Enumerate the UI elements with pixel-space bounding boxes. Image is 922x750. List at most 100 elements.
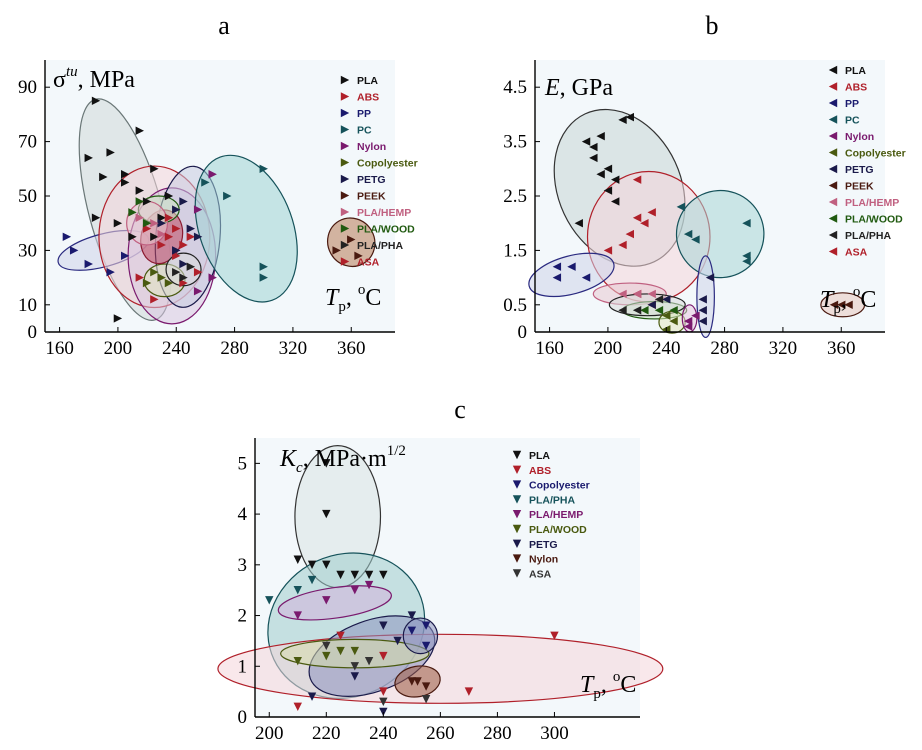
- legend-label: PLA/WOOD: [845, 214, 903, 226]
- legend-label: PEEK: [357, 191, 386, 203]
- data-point: [179, 259, 188, 269]
- legend-label: PEEK: [845, 181, 874, 193]
- x-tick-label: 360: [827, 338, 856, 359]
- data-point: [683, 229, 693, 239]
- x-tick-label: 280: [483, 723, 512, 744]
- data-point: [589, 153, 598, 163]
- data-point: [581, 137, 591, 146]
- data-point: [322, 651, 331, 661]
- data-point: [464, 687, 474, 696]
- legend-marker: [512, 465, 522, 474]
- legend-marker: [828, 214, 838, 223]
- data-point: [742, 257, 751, 266]
- data-point: [150, 295, 159, 304]
- legend-label: PLA/WOOD: [357, 224, 415, 236]
- x-tick-label: 160: [45, 338, 74, 359]
- data-point: [150, 219, 159, 228]
- x-axis-label: Tp, oC: [820, 284, 876, 317]
- data-point: [62, 232, 72, 241]
- legend-marker: [340, 158, 350, 167]
- data-point: [135, 126, 144, 135]
- legend-marker: [828, 197, 838, 207]
- data-point: [142, 197, 152, 206]
- data-point: [379, 621, 388, 630]
- x-tick-label: 200: [104, 338, 133, 359]
- data-point: [654, 295, 664, 304]
- x-tick-label: 220: [312, 723, 341, 744]
- data-point: [407, 677, 417, 686]
- panel-letter-b: b: [706, 11, 719, 40]
- data-point: [647, 289, 656, 299]
- x-tick-label: 240: [652, 338, 681, 359]
- y-axis-label: E, GPa: [544, 75, 613, 101]
- data-point: [307, 692, 317, 701]
- data-point: [135, 197, 144, 206]
- data-point: [676, 202, 686, 212]
- legend-marker: [828, 181, 838, 190]
- data-point: [157, 229, 166, 239]
- data-point: [322, 560, 331, 570]
- data-point: [172, 251, 181, 261]
- data-point: [208, 170, 217, 179]
- data-point: [142, 278, 152, 288]
- cluster-ellipse: [675, 189, 765, 279]
- data-point: [691, 235, 700, 244]
- x-tick-label: 200: [594, 338, 623, 359]
- data-point: [293, 611, 302, 620]
- data-point: [618, 240, 627, 250]
- legend-marker: [828, 98, 838, 108]
- legend-marker: [340, 141, 350, 151]
- data-point: [150, 164, 159, 173]
- data-point: [350, 585, 360, 595]
- panel-letter-c: c: [454, 395, 466, 424]
- data-point: [84, 259, 93, 269]
- data-point: [662, 311, 671, 320]
- y-axis-label: Kc, MPa·m1/2: [279, 443, 406, 476]
- data-point: [669, 316, 678, 326]
- data-point: [567, 262, 576, 271]
- data-point: [364, 580, 374, 590]
- x-tick-label: 240: [369, 723, 398, 744]
- data-point: [611, 197, 620, 206]
- legend-label: PETG: [357, 174, 386, 186]
- legend-label: ASA: [529, 568, 552, 580]
- data-point: [150, 267, 159, 277]
- data-point: [193, 205, 203, 214]
- legend-marker: [340, 108, 350, 118]
- data-point: [135, 213, 144, 222]
- legend-marker: [828, 65, 838, 75]
- cluster-ellipse: [277, 585, 392, 621]
- data-point: [193, 232, 203, 241]
- data-point: [106, 267, 115, 277]
- data-point: [142, 219, 152, 228]
- data-point: [121, 170, 130, 179]
- data-point: [603, 186, 613, 195]
- data-point: [113, 219, 123, 228]
- data-point: [618, 289, 627, 299]
- data-point: [172, 224, 181, 233]
- legend-marker: [512, 569, 522, 578]
- legend-marker: [828, 115, 838, 124]
- data-point: [186, 224, 196, 233]
- legend-label: PLA/HEMP: [529, 509, 583, 521]
- data-point: [322, 596, 331, 605]
- legend-marker: [340, 240, 350, 250]
- data-point: [150, 232, 159, 241]
- legend-label: Copolyester: [357, 158, 418, 170]
- data-point: [837, 300, 846, 309]
- data-point: [829, 300, 839, 309]
- legend-marker: [828, 131, 838, 141]
- data-point: [632, 175, 642, 184]
- legend-label: PLA/PHA: [845, 230, 892, 242]
- data-point: [265, 596, 274, 605]
- data-point: [632, 213, 642, 222]
- x-tick-label: 240: [162, 338, 191, 359]
- legend-marker: [340, 191, 350, 200]
- data-point: [307, 560, 317, 570]
- y-tick-label: 10: [18, 295, 37, 316]
- data-point: [393, 636, 402, 646]
- data-point: [186, 262, 196, 271]
- x-tick-label: 360: [337, 338, 366, 359]
- data-point: [201, 178, 210, 187]
- legend-marker: [512, 480, 522, 489]
